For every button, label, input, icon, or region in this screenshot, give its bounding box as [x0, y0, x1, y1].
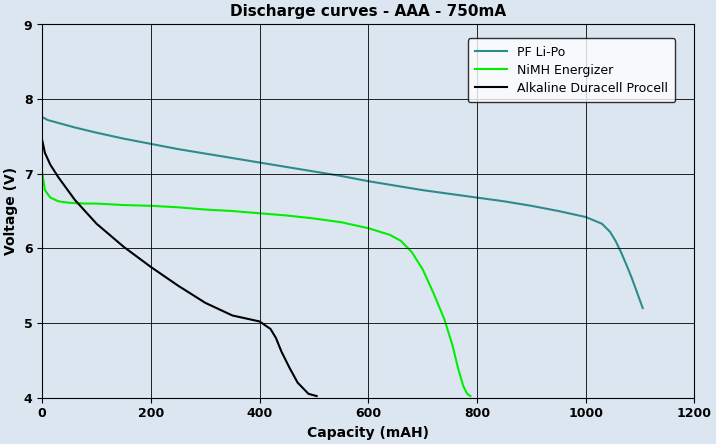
NiMH Energizer [448, 343, 457, 348]
NiMH Energizer [92, 201, 101, 206]
Alkaline Duracell Procell [41, 150, 49, 155]
Alkaline Duracell Procell [228, 313, 237, 318]
NiMH Energizer [41, 187, 49, 193]
Alkaline Duracell Procell [201, 300, 210, 305]
PF Li-Po [147, 141, 155, 147]
Alkaline Duracell Procell [54, 175, 63, 180]
PF Li-Po [622, 262, 631, 267]
PF Li-Po [256, 160, 264, 165]
Alkaline Duracell Procell [38, 138, 47, 143]
PF Li-Po [616, 250, 625, 255]
NiMH Energizer [418, 266, 427, 272]
NiMH Energizer [459, 384, 468, 389]
NiMH Energizer [120, 202, 128, 208]
NiMH Energizer [429, 290, 437, 296]
Line: NiMH Energizer: NiMH Energizer [42, 172, 470, 396]
PF Li-Po [201, 151, 210, 156]
PF Li-Po [633, 290, 642, 296]
NiMH Energizer [466, 393, 475, 399]
Alkaline Duracell Procell [92, 221, 101, 226]
NiMH Energizer [82, 201, 90, 206]
PF Li-Po [92, 130, 101, 135]
Alkaline Duracell Procell [271, 335, 280, 341]
PF Li-Po [639, 305, 647, 311]
Alkaline Duracell Procell [46, 162, 54, 167]
Alkaline Duracell Procell [120, 244, 128, 250]
PF Li-Po [174, 147, 183, 152]
NiMH Energizer [386, 232, 395, 238]
PF Li-Po [527, 203, 536, 209]
PF Li-Po [418, 187, 427, 193]
NiMH Energizer [38, 170, 47, 175]
Y-axis label: Voltage (V): Voltage (V) [4, 167, 18, 255]
NiMH Energizer [397, 238, 405, 244]
NiMH Energizer [337, 219, 345, 225]
NiMH Energizer [282, 213, 291, 218]
PF Li-Po [38, 115, 47, 120]
X-axis label: Capacity (mAH): Capacity (mAH) [307, 426, 430, 440]
PF Li-Po [70, 125, 79, 130]
PF Li-Po [598, 221, 606, 226]
Alkaline Duracell Procell [70, 197, 79, 202]
Title: Discharge curves - AAA - 750mA: Discharge curves - AAA - 750mA [231, 4, 506, 19]
NiMH Energizer [147, 203, 155, 209]
NiMH Energizer [256, 210, 264, 216]
PF Li-Po [120, 136, 128, 141]
Alkaline Duracell Procell [294, 380, 302, 385]
PF Li-Po [337, 173, 345, 178]
Alkaline Duracell Procell [147, 264, 155, 270]
PF Li-Po [282, 164, 291, 170]
NiMH Energizer [54, 198, 63, 204]
NiMH Energizer [463, 391, 471, 396]
NiMH Energizer [228, 208, 237, 214]
NiMH Energizer [46, 195, 54, 200]
NiMH Energizer [65, 200, 74, 206]
PF Li-Po [611, 238, 620, 244]
PF Li-Po [364, 178, 372, 184]
PF Li-Po [581, 214, 590, 220]
Alkaline Duracell Procell [312, 393, 321, 399]
Line: PF Li-Po: PF Li-Po [42, 117, 643, 308]
NiMH Energizer [407, 250, 416, 255]
PF Li-Po [554, 208, 563, 214]
PF Li-Po [445, 191, 454, 197]
NiMH Energizer [454, 365, 463, 370]
Alkaline Duracell Procell [285, 365, 294, 370]
Alkaline Duracell Procell [277, 349, 286, 354]
Line: Alkaline Duracell Procell: Alkaline Duracell Procell [42, 140, 316, 396]
PF Li-Po [627, 276, 636, 281]
Alkaline Duracell Procell [174, 283, 183, 288]
PF Li-Po [54, 120, 63, 126]
PF Li-Po [606, 229, 614, 234]
PF Li-Po [473, 195, 481, 200]
PF Li-Po [391, 183, 400, 188]
NiMH Energizer [309, 216, 318, 221]
Legend: PF Li-Po, NiMH Energizer, Alkaline Duracell Procell: PF Li-Po, NiMH Energizer, Alkaline Durac… [468, 38, 675, 102]
PF Li-Po [44, 117, 52, 123]
PF Li-Po [500, 198, 508, 204]
Alkaline Duracell Procell [256, 319, 264, 324]
NiMH Energizer [364, 226, 372, 231]
Alkaline Duracell Procell [266, 326, 275, 332]
NiMH Energizer [440, 317, 449, 322]
Alkaline Duracell Procell [304, 391, 313, 396]
PF Li-Po [309, 169, 318, 174]
NiMH Energizer [201, 207, 210, 212]
NiMH Energizer [174, 205, 183, 210]
PF Li-Po [228, 155, 237, 161]
